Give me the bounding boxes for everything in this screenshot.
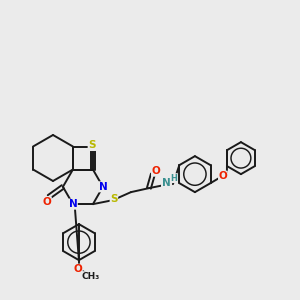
Text: CH₃: CH₃ xyxy=(82,272,100,280)
Text: H: H xyxy=(170,174,177,183)
Text: S: S xyxy=(110,194,118,204)
Text: O: O xyxy=(152,166,160,176)
Text: O: O xyxy=(218,171,227,181)
Text: O: O xyxy=(74,264,82,274)
Text: N: N xyxy=(161,178,170,188)
Text: N: N xyxy=(98,182,107,192)
Text: N: N xyxy=(68,199,77,209)
Text: S: S xyxy=(88,140,96,151)
Text: O: O xyxy=(43,197,51,207)
